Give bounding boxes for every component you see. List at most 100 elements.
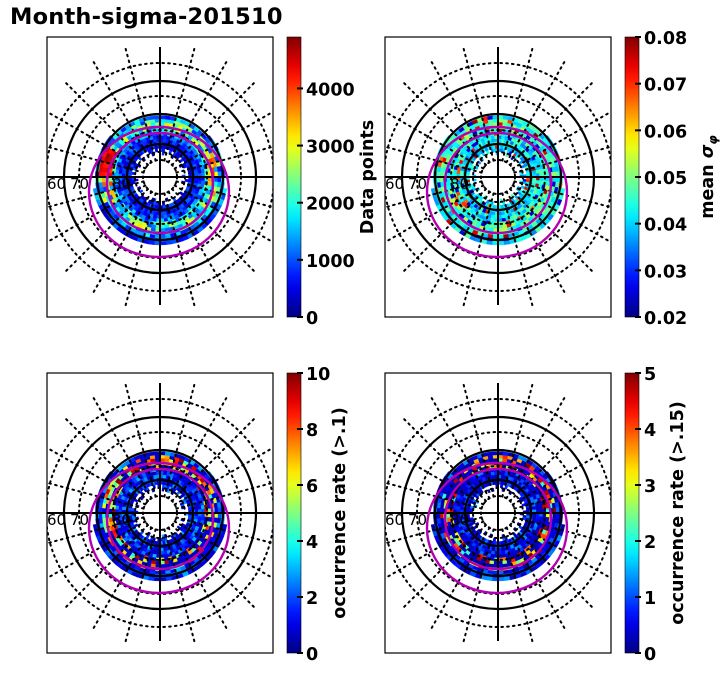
colorbar-tick-label: 0.02 — [644, 309, 687, 329]
heatmap-cell — [164, 115, 171, 120]
dotted-meridian — [429, 59, 491, 164]
dotted-meridian — [163, 381, 196, 498]
dotted-meridian — [63, 188, 149, 274]
colorbar-label-sigma: σ — [698, 144, 718, 158]
heatmap-cell — [502, 115, 509, 120]
polar-panel-bottom-left: 60 70 80 0 2 4 6 8 10 occurrence rate (>.1) — [46, 365, 350, 665]
dotted-meridian — [91, 190, 153, 295]
plot-frame — [46, 36, 274, 318]
heatmap-cell — [184, 178, 189, 183]
heatmap-cell — [500, 540, 504, 545]
colorbar-label-text: mean — [698, 158, 718, 218]
dotted-meridian — [173, 110, 273, 170]
colorbar-tick-label: 0.08 — [644, 29, 687, 49]
dotted-meridian — [513, 180, 611, 209]
colorbar: 0.02 0.03 0.04 0.05 0.06 0.07 0.08 — [624, 29, 687, 329]
colorbar-label-subscript: φ — [706, 135, 720, 145]
heatmap-cell — [525, 507, 530, 511]
dotted-meridian — [513, 145, 611, 174]
colorbar-tick-label: 0.03 — [644, 262, 687, 282]
heatmap-cell — [149, 451, 156, 456]
latitude-label: 70 — [70, 511, 89, 529]
colorbar-tick-label: 4 — [306, 533, 318, 553]
latitude-label: 80 — [450, 511, 469, 529]
latitude-label: 60 — [47, 511, 66, 529]
dotted-meridian — [505, 190, 567, 295]
heatmap-cell — [492, 481, 496, 486]
heatmap-cell — [525, 171, 530, 175]
dotted-meridian — [163, 45, 196, 162]
colorbar: 0 1 2 3 4 5 — [624, 365, 656, 665]
heatmap-cell — [147, 576, 155, 581]
dotted-meridian — [167, 190, 229, 295]
dotted-meridian — [47, 516, 145, 545]
plot-area: 60 70 80 — [47, 45, 273, 309]
heatmap-cell — [149, 115, 156, 120]
auroral-oval-outer — [425, 125, 569, 259]
colorbar-tick-label: 2 — [306, 589, 318, 609]
colorbar-label: occurrence rate (>.15) — [668, 401, 688, 625]
heatmap-cell — [154, 481, 158, 486]
latitude-label: 60 — [385, 175, 404, 193]
dotted-meridian — [175, 516, 273, 545]
heatmap-cell — [487, 115, 494, 120]
dotted-meridian — [462, 192, 495, 309]
plot-frame — [384, 36, 612, 318]
dotted-meridian — [501, 192, 534, 309]
dotted-meridian — [501, 45, 534, 162]
dotted-meridian — [171, 188, 257, 274]
dotted-meridian — [63, 80, 149, 166]
colorbar-tick-label: 5 — [644, 365, 656, 385]
colorbar-tick-label: 2000 — [306, 195, 355, 215]
dotted-meridian — [167, 395, 229, 500]
colorbar-label: mean σφ — [698, 135, 720, 219]
dotted-meridian — [385, 110, 485, 170]
latitude-label: 80 — [112, 175, 131, 193]
plot-area: 60 70 80 — [385, 381, 611, 645]
dotted-meridian — [505, 59, 567, 164]
latitude-label: 70 — [70, 175, 89, 193]
latitude-label: 60 — [47, 175, 66, 193]
dotted-meridian — [163, 192, 196, 309]
auroral-oval-inner — [105, 467, 215, 571]
polar-panel-bottom-right: 60 70 80 0 1 2 3 4 5 occurrence rate (>.15) — [384, 365, 688, 665]
plot-area: 60 70 80 — [385, 45, 611, 309]
colorbar-tick-label: 10 — [306, 365, 330, 385]
dotted-meridian — [91, 395, 153, 500]
dotted-meridian — [385, 180, 483, 209]
heatmap-cell — [492, 145, 496, 150]
colorbar-tick-label: 3000 — [306, 138, 355, 158]
auroral-oval-outer — [87, 461, 231, 595]
latitude-label: 60 — [385, 511, 404, 529]
heatmap-cell — [147, 240, 155, 245]
dotted-meridian — [124, 528, 157, 645]
heatmap-cell — [164, 451, 171, 456]
heatmap-cell — [162, 540, 166, 545]
heatmap-cell — [162, 204, 166, 209]
dotted-meridian — [47, 481, 145, 510]
dotted-meridian — [509, 188, 595, 274]
colorbar-tick-label: 0.05 — [644, 169, 687, 189]
heatmap-cell — [187, 171, 192, 175]
colorbar-tick-label: 3 — [644, 477, 656, 497]
dotted-meridian — [385, 145, 483, 174]
heatmap-cell — [165, 576, 173, 581]
latitude-label: 70 — [408, 511, 427, 529]
dotted-meridian — [175, 180, 273, 209]
colorbar-tick-label: 0 — [644, 645, 656, 665]
plot-frame — [46, 372, 274, 654]
dotted-meridian — [401, 188, 487, 274]
dotted-meridian — [171, 416, 257, 502]
dotted-meridian — [401, 80, 487, 166]
colorbar-tick-label: 0 — [306, 645, 318, 665]
dotted-meridian — [91, 526, 153, 631]
colorbar-tick-label: 6 — [306, 477, 318, 497]
dotted-meridian — [47, 145, 145, 174]
heatmap-cell — [500, 204, 504, 209]
dotted-meridian — [462, 45, 495, 162]
dotted-meridian — [47, 180, 145, 209]
heatmap-cell — [187, 507, 192, 511]
colorbar-tick-label: 0.06 — [644, 122, 687, 142]
